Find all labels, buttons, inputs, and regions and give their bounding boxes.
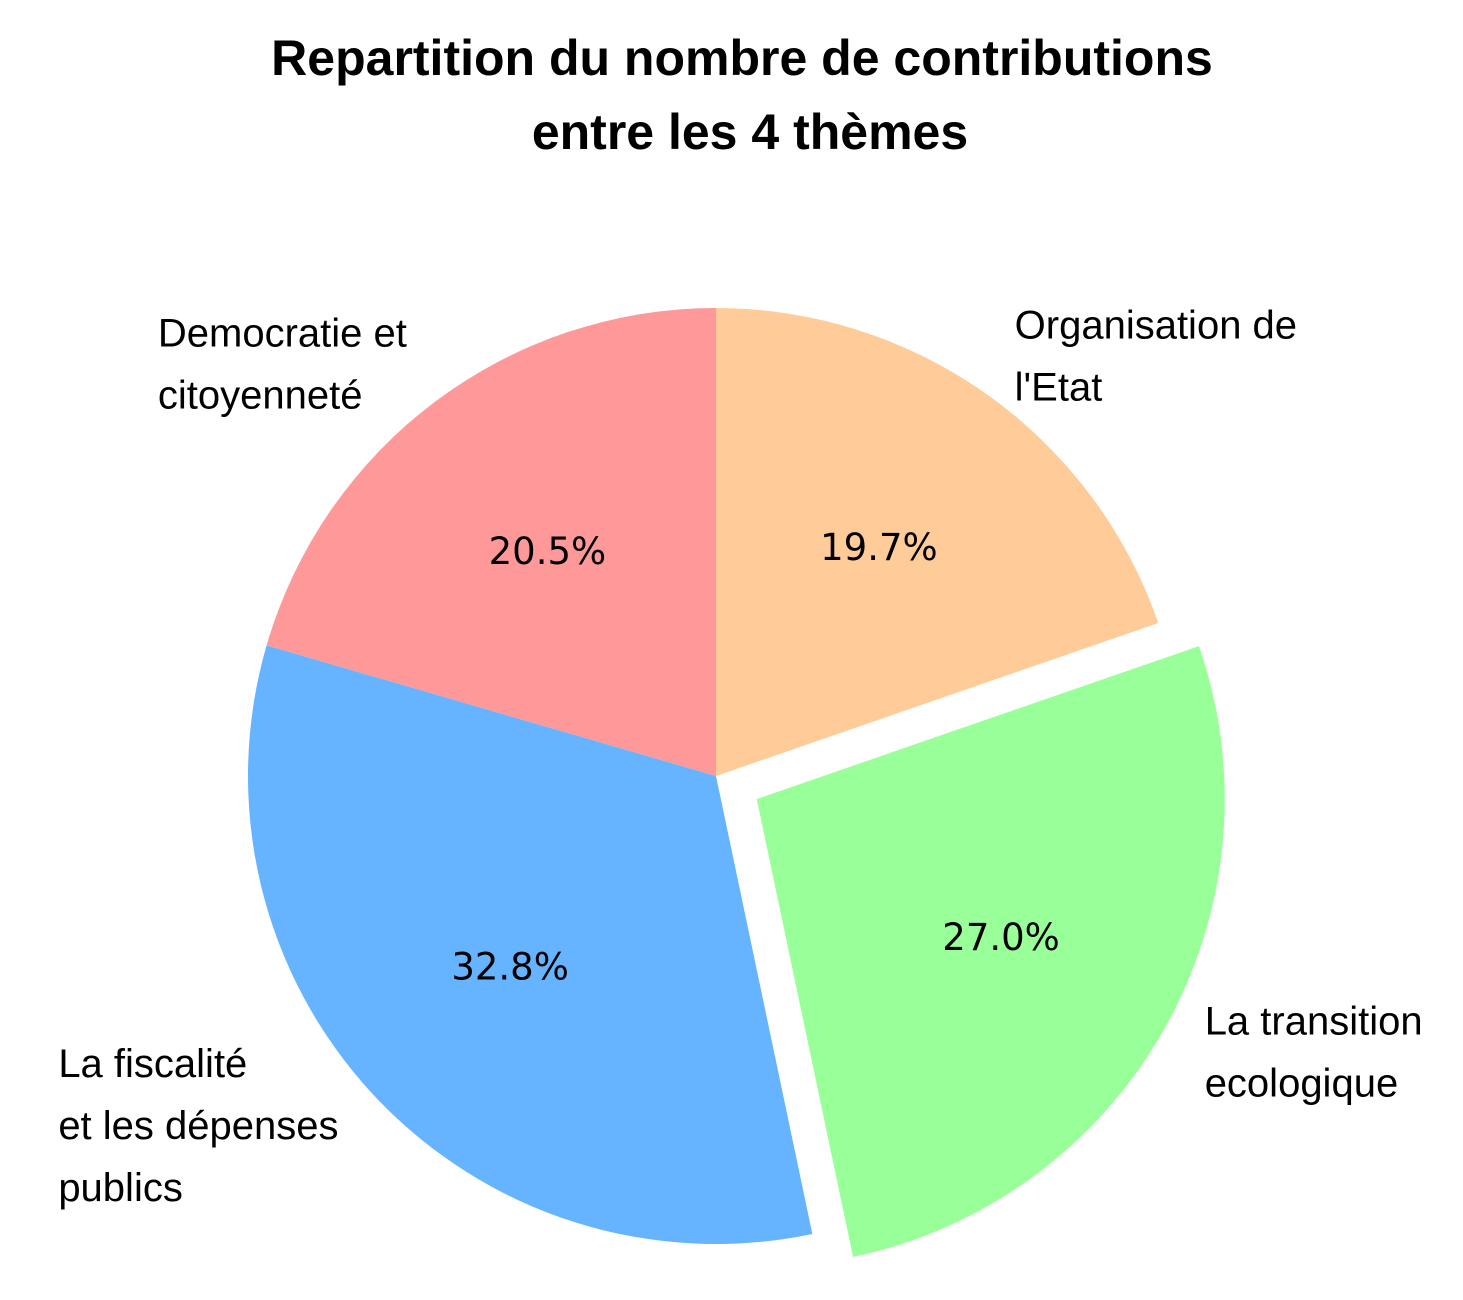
slice-label-la-fiscalite-et-les-depenses-publics: La fiscalité et les dépenses publics [58,1042,338,1210]
slice-label-line: l'Etat [1015,366,1103,410]
slice-label-line: La fiscalité [58,1042,247,1086]
chart-title-line-2: entre les 4 thèmes [532,104,968,160]
slice-label-line: citoyenneté [158,373,363,417]
slice-labels: Democratie et citoyenneté La fiscalité et l… [58,304,1422,1210]
pie-slice-organisation-de-l-etat [716,308,1159,776]
slice-label-line: Organisation de [1015,304,1297,348]
slice-label-line: ecologique [1205,1062,1399,1106]
slice-label-organisation-de-l-etat: Organisation de l'Etat [1015,304,1297,410]
slice-label-line: Democratie et [158,311,407,355]
slice-label-la-transition-ecologique: La transition ecologique [1205,1000,1423,1106]
pie-slice-democratie-et-citoyennete [266,308,716,776]
slice-label-line: et les dépenses [58,1104,338,1148]
pct-label-la-transition-ecologique: 27.0% [942,916,1060,959]
pct-label-la-fiscalite-et-les-depenses-publics: 32.8% [451,945,569,988]
pct-label-democratie-et-citoyennete: 20.5% [489,530,607,573]
slice-label-line: publics [58,1166,183,1210]
percentage-labels: 20.5% 32.8% 27.0% 19.7% [451,526,1060,989]
pct-label-organisation-de-l-etat: 19.7% [820,526,938,569]
pie-slice-la-transition-ecologique [756,646,1225,1258]
slice-label-line: La transition [1205,1000,1423,1044]
chart-title-line-1: Repartition du nombre de contributions [271,30,1213,86]
pie-slices [248,308,1225,1258]
pie-slice-la-fiscalite-et-les-depenses-publics [248,645,813,1244]
slice-label-democratie-et-citoyennete: Democratie et citoyenneté [158,311,407,417]
